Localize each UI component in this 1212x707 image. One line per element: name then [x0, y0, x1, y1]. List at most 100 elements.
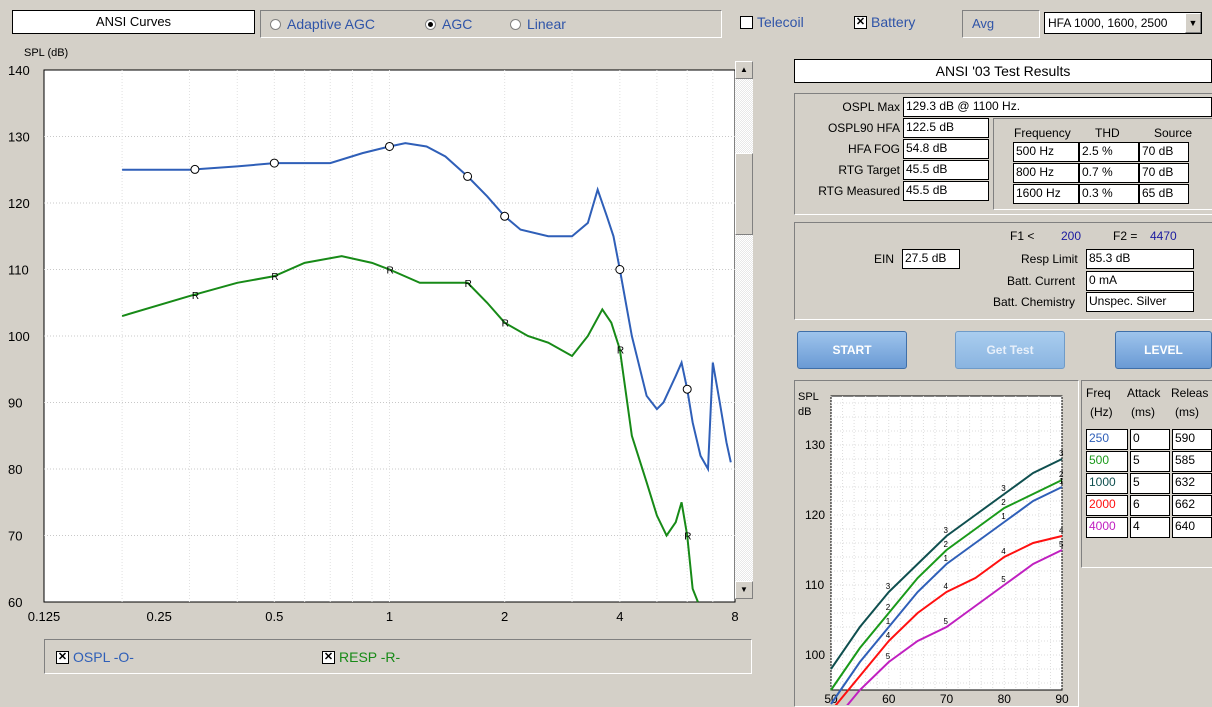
scroll-thumb[interactable] — [735, 153, 753, 235]
io-chart-ylabel-2: dB — [798, 406, 812, 418]
telecoil-label: Telecoil — [757, 14, 804, 30]
attack-header: Releas — [1171, 386, 1209, 400]
battery-checkbox[interactable]: ✕ Battery — [854, 14, 915, 30]
main-chart-ylabel: SPL (dB) — [24, 47, 69, 59]
main-x-tick: 0.125 — [28, 609, 61, 624]
attack-freq-cell: 1000 — [1086, 473, 1128, 494]
ein-value: 27.5 dB — [902, 249, 960, 269]
thd-cell: 0.3 % — [1079, 184, 1139, 204]
main-y-tick: 130 — [8, 130, 30, 145]
thd-cell: 500 Hz — [1013, 142, 1079, 162]
results-panel — [794, 93, 1212, 215]
batt-current-label: Batt. Current — [1007, 274, 1076, 288]
telecoil-checkbox[interactable]: Telecoil — [740, 14, 804, 30]
chevron-down-icon[interactable]: ▼ — [1185, 13, 1201, 33]
avg-select-value: HFA 1000, 1600, 2500 — [1048, 16, 1168, 30]
thd-cell: 70 dB — [1139, 142, 1189, 162]
level-button[interactable]: LEVEL — [1115, 331, 1212, 369]
legend-resp-label: RESP -R- — [339, 649, 401, 665]
avg-group — [962, 10, 1040, 38]
battery-check-box[interactable]: ✕ — [854, 15, 867, 29]
result-label: RTG Measured — [818, 184, 900, 198]
attack-attack-cell: 0 — [1130, 429, 1170, 450]
ospl-marker — [463, 171, 473, 181]
main-chart-scrollbar[interactable]: ▲ ▼ — [735, 61, 753, 599]
main-x-tick: 0.5 — [265, 609, 283, 624]
resp-marker: R — [192, 291, 199, 302]
ospl-marker — [682, 384, 692, 394]
result-value: 122.5 dB — [903, 118, 989, 138]
batt-chem-value: Unspec. Silver — [1086, 292, 1194, 312]
radio-linear[interactable]: Linear — [510, 16, 566, 32]
result-label: HFA FOG — [847, 142, 900, 156]
radio-adaptive-agc[interactable]: Adaptive AGC — [270, 16, 375, 32]
main-y-tick: 60 — [8, 595, 22, 610]
result-label: OSPL Max — [842, 100, 900, 114]
legend-ospl-label: OSPL -O- — [73, 649, 134, 665]
thd-cell: 0.7 % — [1079, 163, 1139, 183]
attack-attack-cell: 5 — [1130, 473, 1170, 494]
attack-freq-cell: 2000 — [1086, 495, 1128, 516]
radio-adaptive-agc-label: Adaptive AGC — [287, 16, 375, 32]
radio-linear-circle[interactable] — [510, 18, 521, 30]
legend-ospl[interactable]: ✕ OSPL -O- — [56, 649, 134, 665]
io-chart-ylabel-1: SPL — [798, 391, 819, 403]
legend-resp[interactable]: ✕ RESP -R- — [322, 649, 400, 665]
main-x-tick: 4 — [616, 609, 623, 624]
start-button[interactable]: START — [797, 331, 907, 369]
radio-agc-label: AGC — [442, 16, 473, 32]
results-title-box: ANSI '03 Test Results — [794, 59, 1212, 83]
curves-title: ANSI Curves — [95, 14, 172, 29]
attack-release-cell: 662 — [1172, 495, 1212, 516]
main-series-line-resp — [121, 255, 699, 603]
radio-adaptive-agc-circle[interactable] — [270, 18, 281, 30]
ospl-marker — [190, 164, 200, 174]
attack-freq-cell: 250 — [1086, 429, 1128, 450]
results-title: ANSI '03 Test Results — [935, 63, 1071, 79]
result-label: RTG Target — [838, 163, 900, 177]
attack-freq-cell: 500 — [1086, 451, 1128, 472]
get-test-button[interactable]: Get Test — [955, 331, 1065, 369]
resp-limit-label: Resp Limit — [1021, 252, 1078, 266]
attack-attack-cell: 4 — [1130, 517, 1170, 538]
result-value: 54.8 dB — [903, 139, 989, 159]
attack-header: Attack — [1127, 386, 1161, 400]
main-chart-svg: 140 130 120 110 100 90 80 70 60 0.125 0.25 0.5 1 2 4 8 R… — [8, 63, 739, 624]
result-value: 45.5 dB — [903, 160, 989, 180]
avg-select[interactable]: HFA 1000, 1600, 2500 ▼ — [1044, 12, 1202, 34]
attack-table-panel — [1081, 380, 1212, 568]
attack-attack-cell: 6 — [1130, 495, 1170, 516]
thd-cell: 1600 Hz — [1013, 184, 1079, 204]
attack-freq-cell: 4000 — [1086, 517, 1128, 538]
main-series-line-ospl — [122, 142, 732, 473]
scroll-down-button[interactable]: ▼ — [735, 581, 753, 599]
radio-agc[interactable]: AGC — [425, 16, 472, 32]
batt-chem-label: Batt. Chemistry — [993, 295, 1076, 309]
legend-ospl-checkbox[interactable]: ✕ — [56, 650, 69, 664]
resp-marker: R — [502, 319, 509, 330]
attack-header: Freq — [1086, 386, 1111, 400]
thd-table-frame — [993, 118, 1212, 210]
io-chart-panel — [794, 380, 1079, 707]
main-y-tick: 80 — [8, 462, 22, 477]
main-y-tick: 110 — [8, 263, 29, 278]
main-x-tick: 1 — [386, 609, 393, 624]
battery-label: Battery — [871, 14, 916, 30]
attack-release-cell: 585 — [1172, 451, 1212, 472]
thd-cell: 65 dB — [1139, 184, 1189, 204]
batt-current-value: 0 mA — [1086, 271, 1194, 291]
main-y-tick: 100 — [8, 329, 30, 344]
resp-marker: R — [271, 272, 278, 283]
legend-resp-checkbox[interactable]: ✕ — [322, 650, 335, 664]
main-x-tick: 8 — [731, 609, 738, 624]
f1-value: 200 — [1061, 229, 1082, 243]
ospl-marker — [615, 265, 625, 274]
resp-marker: R — [465, 279, 472, 290]
telecoil-check-box[interactable] — [740, 15, 753, 29]
result-value: 129.3 dB @ 1100 Hz. — [903, 97, 1212, 117]
scroll-up-button[interactable]: ▲ — [735, 61, 753, 79]
resp-marker: R — [684, 532, 691, 543]
radio-agc-circle[interactable] — [425, 18, 436, 30]
f1-label: F1 < — [1010, 229, 1035, 243]
thd-header-thd: THD — [1095, 126, 1120, 140]
